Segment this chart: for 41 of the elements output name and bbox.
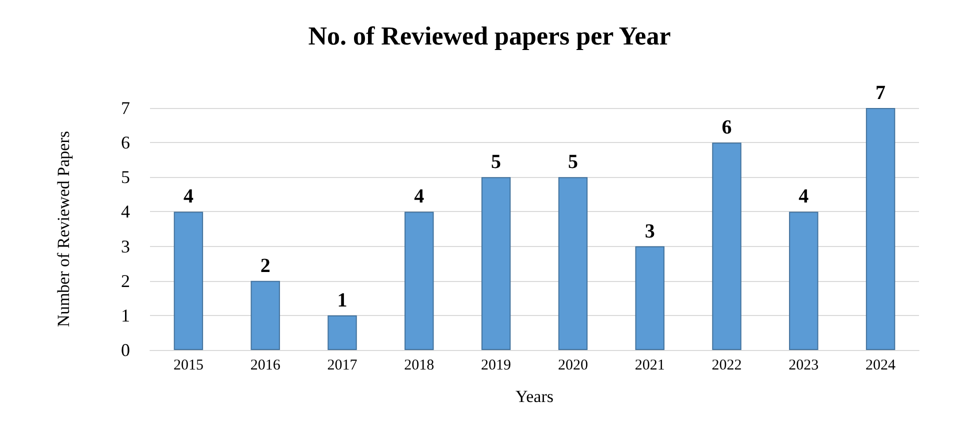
bar bbox=[558, 177, 588, 350]
y-tick-label: 3 bbox=[121, 236, 130, 256]
bar bbox=[866, 108, 896, 350]
chart-title: No. of Reviewed papers per Year bbox=[308, 22, 671, 50]
data-label: 4 bbox=[798, 186, 809, 208]
y-tick-label: 6 bbox=[121, 132, 130, 153]
y-tick-label: 0 bbox=[121, 340, 130, 360]
x-tick-label: 2018 bbox=[404, 358, 434, 374]
x-tick-label: 2017 bbox=[327, 358, 358, 374]
data-label: 3 bbox=[644, 220, 655, 242]
x-tick-label: 2016 bbox=[250, 358, 281, 374]
data-label: 1 bbox=[337, 289, 348, 312]
x-tick-label: 2021 bbox=[634, 358, 665, 374]
bar bbox=[635, 246, 664, 350]
data-label: 4 bbox=[414, 186, 424, 208]
data-label: 4 bbox=[183, 186, 194, 208]
bar bbox=[328, 315, 357, 350]
bar bbox=[712, 142, 742, 350]
bar bbox=[404, 212, 434, 350]
data-label: 5 bbox=[491, 151, 502, 174]
bar bbox=[789, 212, 818, 350]
x-tick-label: 2023 bbox=[788, 358, 819, 374]
data-label: 5 bbox=[568, 151, 578, 174]
y-tick-label: 1 bbox=[121, 305, 130, 326]
x-tick-label: 2022 bbox=[712, 358, 742, 374]
bar bbox=[174, 212, 204, 350]
x-tick-label: 2019 bbox=[481, 358, 512, 374]
y-axis-title: Number of Reviewed Papers bbox=[54, 131, 73, 327]
x-tick-label: 2015 bbox=[173, 358, 204, 374]
x-tick-label: 2020 bbox=[558, 358, 588, 374]
x-tick-label: 2024 bbox=[866, 358, 896, 374]
y-tick-label: 4 bbox=[121, 202, 130, 222]
data-label: 7 bbox=[876, 82, 886, 104]
data-label: 2 bbox=[260, 254, 270, 277]
y-tick-label: 7 bbox=[121, 98, 130, 118]
bar bbox=[250, 280, 280, 350]
y-tick-label: 5 bbox=[121, 167, 130, 188]
bar bbox=[481, 177, 511, 350]
x-axis-title: Years bbox=[516, 387, 554, 406]
y-tick-label: 2 bbox=[121, 270, 130, 291]
data-label: 6 bbox=[722, 116, 732, 139]
